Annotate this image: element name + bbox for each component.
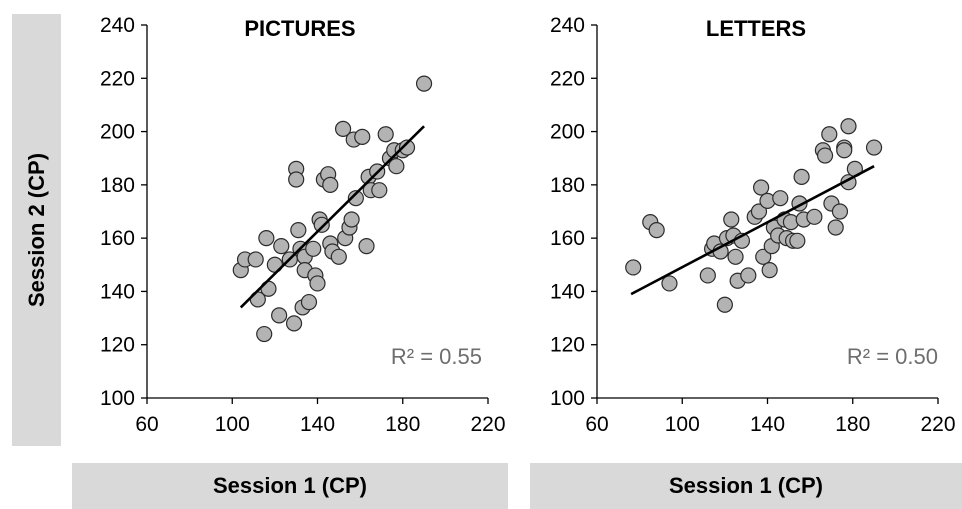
pictures-y-tick-label: 220 <box>100 67 135 90</box>
letters-data-point <box>840 118 857 135</box>
letters-y-tick-label: 120 <box>550 334 585 357</box>
pictures-x-tick-label: 220 <box>470 413 505 436</box>
pictures-data-point <box>258 230 275 247</box>
pictures-data-point <box>285 315 303 332</box>
pictures-y-tick-label: 140 <box>100 280 135 303</box>
letters-y-tick-label: 200 <box>550 121 585 144</box>
x-axis-label-left: Session 1 (CP) <box>72 463 508 509</box>
letters-x-tick-label: 60 <box>585 413 608 436</box>
pictures-data-point <box>371 182 388 199</box>
letters-data-point <box>723 211 740 228</box>
pictures-data-point <box>354 128 371 145</box>
letters-data-point <box>755 248 772 265</box>
pictures-x-tick-label: 140 <box>300 413 335 436</box>
letters-data-point <box>793 168 810 185</box>
letters-data-point <box>727 248 744 265</box>
letters-data-point <box>821 126 838 143</box>
pictures-data-point <box>415 75 433 92</box>
letters-data-point <box>740 267 757 284</box>
pictures-chart-title: PICTURES <box>244 16 355 41</box>
pictures-y-tick-label: 180 <box>100 174 135 197</box>
pictures-data-point <box>343 211 360 228</box>
letters-data-point <box>827 219 844 236</box>
letters-x-tick-label: 100 <box>665 413 700 436</box>
letters-r-squared-label: R² = 0.50 <box>847 344 938 369</box>
pictures-y-tick-label: 200 <box>100 121 135 144</box>
letters-data-point <box>753 179 770 196</box>
pictures-y-tick-label: 160 <box>100 227 135 250</box>
letters-y-tick-label: 220 <box>550 67 585 90</box>
letters-y-tick-label: 160 <box>550 227 585 250</box>
letters-data-point <box>816 147 834 164</box>
pictures-data-point <box>358 238 375 255</box>
x-axis-label-right: Session 1 (CP) <box>530 463 962 509</box>
letters-data-point <box>716 296 733 313</box>
pictures-data-point <box>290 222 307 239</box>
letters-data-point <box>831 203 849 220</box>
pictures-data-point <box>300 293 318 311</box>
letters-x-tick-label: 180 <box>835 413 870 436</box>
letters-x-tick-label: 140 <box>750 413 785 436</box>
pictures-x-tick-label: 60 <box>135 413 158 436</box>
pictures-data-point <box>273 238 290 255</box>
y-axis-label-box: Session 2 (CP) <box>12 14 61 446</box>
letters-data-point <box>699 267 716 284</box>
pictures-data-point <box>247 251 264 268</box>
letters-y-tick-label: 140 <box>550 280 585 303</box>
letters-x-tick-label: 220 <box>920 413 955 436</box>
letters-data-point <box>865 139 883 156</box>
letters-data-point <box>761 262 778 279</box>
letters-y-tick-label: 240 <box>550 14 585 37</box>
pictures-y-tick-label: 240 <box>100 14 135 37</box>
letters-y-tick-label: 100 <box>550 387 585 410</box>
pictures-data-point <box>334 120 352 138</box>
pictures-data-point <box>347 190 364 207</box>
pictures-trendline <box>239 125 425 309</box>
pictures-data-point <box>309 275 326 292</box>
letters-data-point <box>661 275 678 292</box>
letters-data-point <box>836 142 853 159</box>
pictures-data-point <box>388 158 405 175</box>
letters-data-point <box>772 190 789 207</box>
pictures-x-tick-label: 100 <box>215 413 250 436</box>
pictures-data-point <box>305 240 322 257</box>
pictures-data-point <box>288 171 305 188</box>
pictures-data-point <box>377 126 394 143</box>
pictures-x-tick-label: 180 <box>385 413 420 436</box>
pictures-y-tick-label: 120 <box>100 334 135 357</box>
pictures-data-point <box>313 216 330 233</box>
pictures-y-tick-label: 100 <box>100 387 135 410</box>
pictures-data-point <box>271 307 288 324</box>
pictures-data-point <box>322 176 339 193</box>
pictures-data-point <box>330 248 347 265</box>
pictures-data-point <box>256 325 273 343</box>
letters-data-point <box>789 232 806 249</box>
letters-trendline <box>630 165 875 296</box>
letters-data-point <box>625 259 642 276</box>
pictures-data-point <box>398 139 416 156</box>
pictures-r-squared-label: R² = 0.55 <box>391 344 482 369</box>
letters-y-tick-label: 180 <box>550 174 585 197</box>
letters-data-point <box>806 208 823 225</box>
letters-data-point <box>648 222 665 239</box>
letters-chart-title: LETTERS <box>706 16 806 41</box>
letters-data-point <box>750 203 768 220</box>
